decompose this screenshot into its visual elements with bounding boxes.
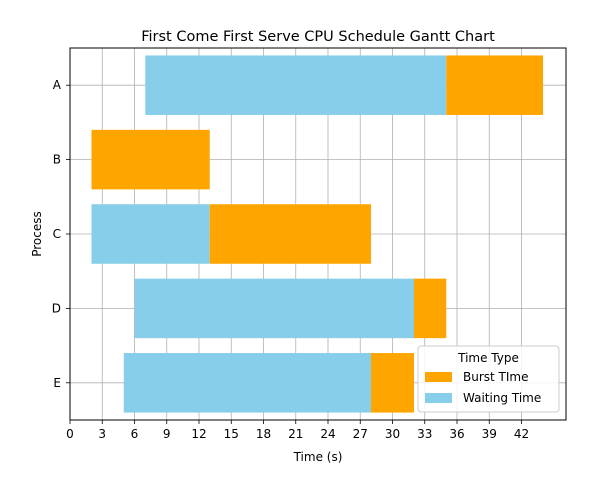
bar-burst-time-e: [371, 353, 414, 413]
x-tick-label: 24: [320, 427, 335, 441]
x-tick-label: 15: [224, 427, 239, 441]
y-axis-label: Process: [30, 211, 44, 257]
legend-entry-label: Burst TIme: [463, 370, 528, 384]
bar-waiting-time-a: [145, 55, 447, 115]
y-tick-label-b: B: [53, 153, 61, 167]
y-tick-label-c: C: [53, 227, 61, 241]
chart-title: First Come First Serve CPU Schedule Gant…: [141, 29, 495, 45]
x-tick-label: 21: [288, 427, 303, 441]
legend-box: [417, 345, 560, 413]
bar-burst-time-a: [446, 55, 543, 115]
x-tick-label: 9: [163, 427, 171, 441]
bar-burst-time-c: [209, 204, 371, 264]
x-tick-label: 30: [385, 427, 400, 441]
legend: Time Type Burst TIme Waiting Time: [417, 345, 560, 413]
bar-waiting-time-c: [91, 204, 210, 264]
x-tick-label: 39: [482, 427, 497, 441]
x-axis-ticks: 0 3 6 9 12 15 18 21 24 27 30 33 36 39 42: [66, 420, 529, 441]
x-tick-label: 33: [417, 427, 432, 441]
x-tick-label: 3: [98, 427, 106, 441]
legend-entry-label: Waiting Time: [463, 391, 541, 405]
bar-burst-time-d: [414, 278, 447, 339]
y-tick-label-d: D: [52, 301, 61, 315]
y-axis-ticks: A B C D E: [52, 78, 70, 390]
x-tick-label: 6: [131, 427, 139, 441]
legend-title: Time Type: [457, 351, 519, 365]
x-tick-label: 42: [514, 427, 529, 441]
bars: [91, 55, 543, 413]
legend-swatch: [425, 393, 452, 403]
x-tick-label: 27: [353, 427, 368, 441]
legend-swatch: [425, 372, 452, 382]
x-axis-label: Time (s): [293, 450, 343, 464]
bar-waiting-time-e: [123, 353, 371, 413]
bar-waiting-time-d: [134, 278, 414, 339]
x-tick-label: 18: [256, 427, 271, 441]
x-tick-label: 12: [191, 427, 206, 441]
x-tick-label: 0: [66, 427, 74, 441]
y-tick-label-e: E: [53, 376, 61, 390]
y-tick-label-a: A: [53, 78, 62, 92]
bar-burst-time-b: [91, 129, 210, 190]
x-tick-label: 36: [449, 427, 464, 441]
